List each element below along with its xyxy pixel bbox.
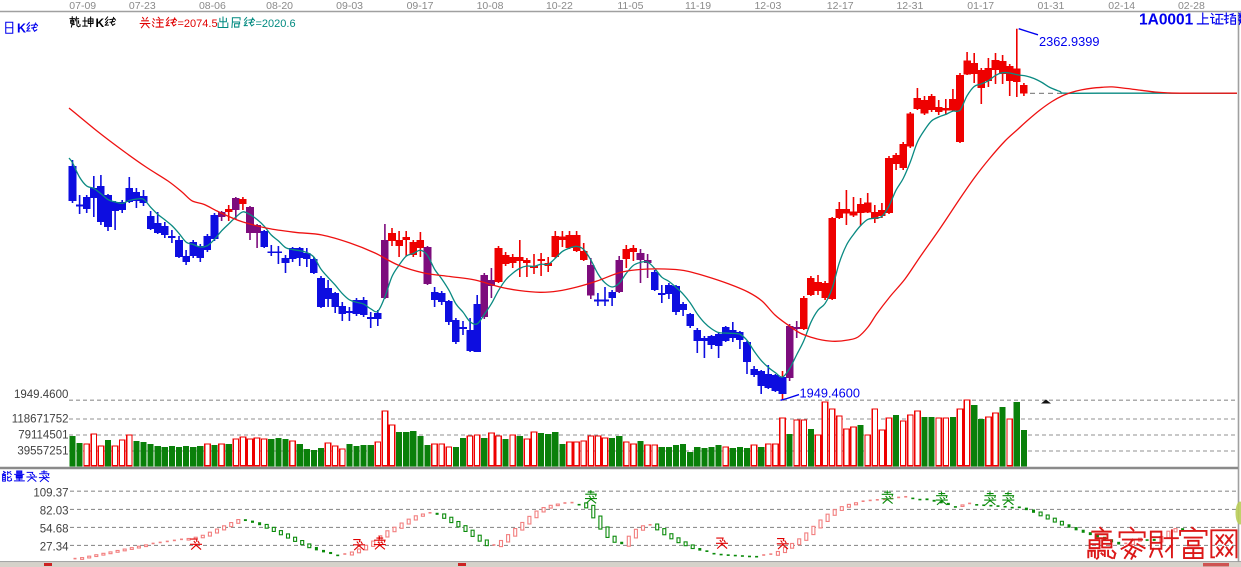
svg-text:1949.4600: 1949.4600 [800, 385, 861, 400]
svg-text:118671752: 118671752 [12, 414, 69, 426]
svg-text:07-23: 07-23 [129, 0, 156, 12]
svg-text:01-17: 01-17 [967, 0, 994, 12]
svg-text:02-14: 02-14 [1108, 0, 1135, 12]
svg-text:39557251: 39557251 [17, 446, 68, 458]
svg-text:07-09: 07-09 [69, 0, 96, 12]
svg-text:=2074.5: =2074.5 [178, 18, 218, 30]
svg-text:1949.4600: 1949.4600 [14, 389, 68, 401]
svg-text:08-20: 08-20 [266, 0, 293, 12]
svg-text:09-17: 09-17 [407, 0, 434, 12]
svg-text:02-28: 02-28 [1178, 0, 1205, 12]
svg-text:11-05: 11-05 [617, 0, 643, 12]
svg-text:10-22: 10-22 [546, 0, 573, 12]
svg-text:K: K [17, 22, 26, 36]
svg-text:2362.9399: 2362.9399 [1039, 34, 1100, 49]
svg-text:12-17: 12-17 [827, 0, 854, 12]
svg-text:79114501: 79114501 [18, 430, 68, 442]
svg-text:01-31: 01-31 [1037, 0, 1064, 12]
svg-text:27.34: 27.34 [40, 542, 69, 554]
svg-text:54.68: 54.68 [40, 524, 69, 536]
svg-text:10-08: 10-08 [477, 0, 504, 12]
svg-text:08-06: 08-06 [199, 0, 226, 12]
svg-text:K: K [96, 16, 105, 30]
svg-text:82.03: 82.03 [40, 506, 69, 518]
svg-text:109.37: 109.37 [33, 488, 68, 500]
svg-text:09-03: 09-03 [336, 0, 363, 12]
svg-text:12-31: 12-31 [896, 0, 923, 12]
svg-text:12-03: 12-03 [754, 0, 781, 12]
svg-text:11-19: 11-19 [685, 0, 711, 12]
svg-text:=2020.6: =2020.6 [256, 18, 296, 30]
svg-text:1A0001: 1A0001 [1139, 12, 1194, 29]
